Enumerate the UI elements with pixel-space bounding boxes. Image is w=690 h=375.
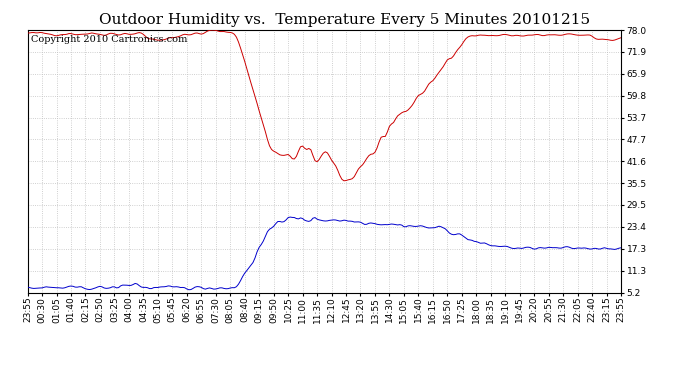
Text: Copyright 2010 Cartronics.com: Copyright 2010 Cartronics.com [30,35,187,44]
Text: Outdoor Humidity vs.  Temperature Every 5 Minutes 20101215: Outdoor Humidity vs. Temperature Every 5… [99,13,591,27]
